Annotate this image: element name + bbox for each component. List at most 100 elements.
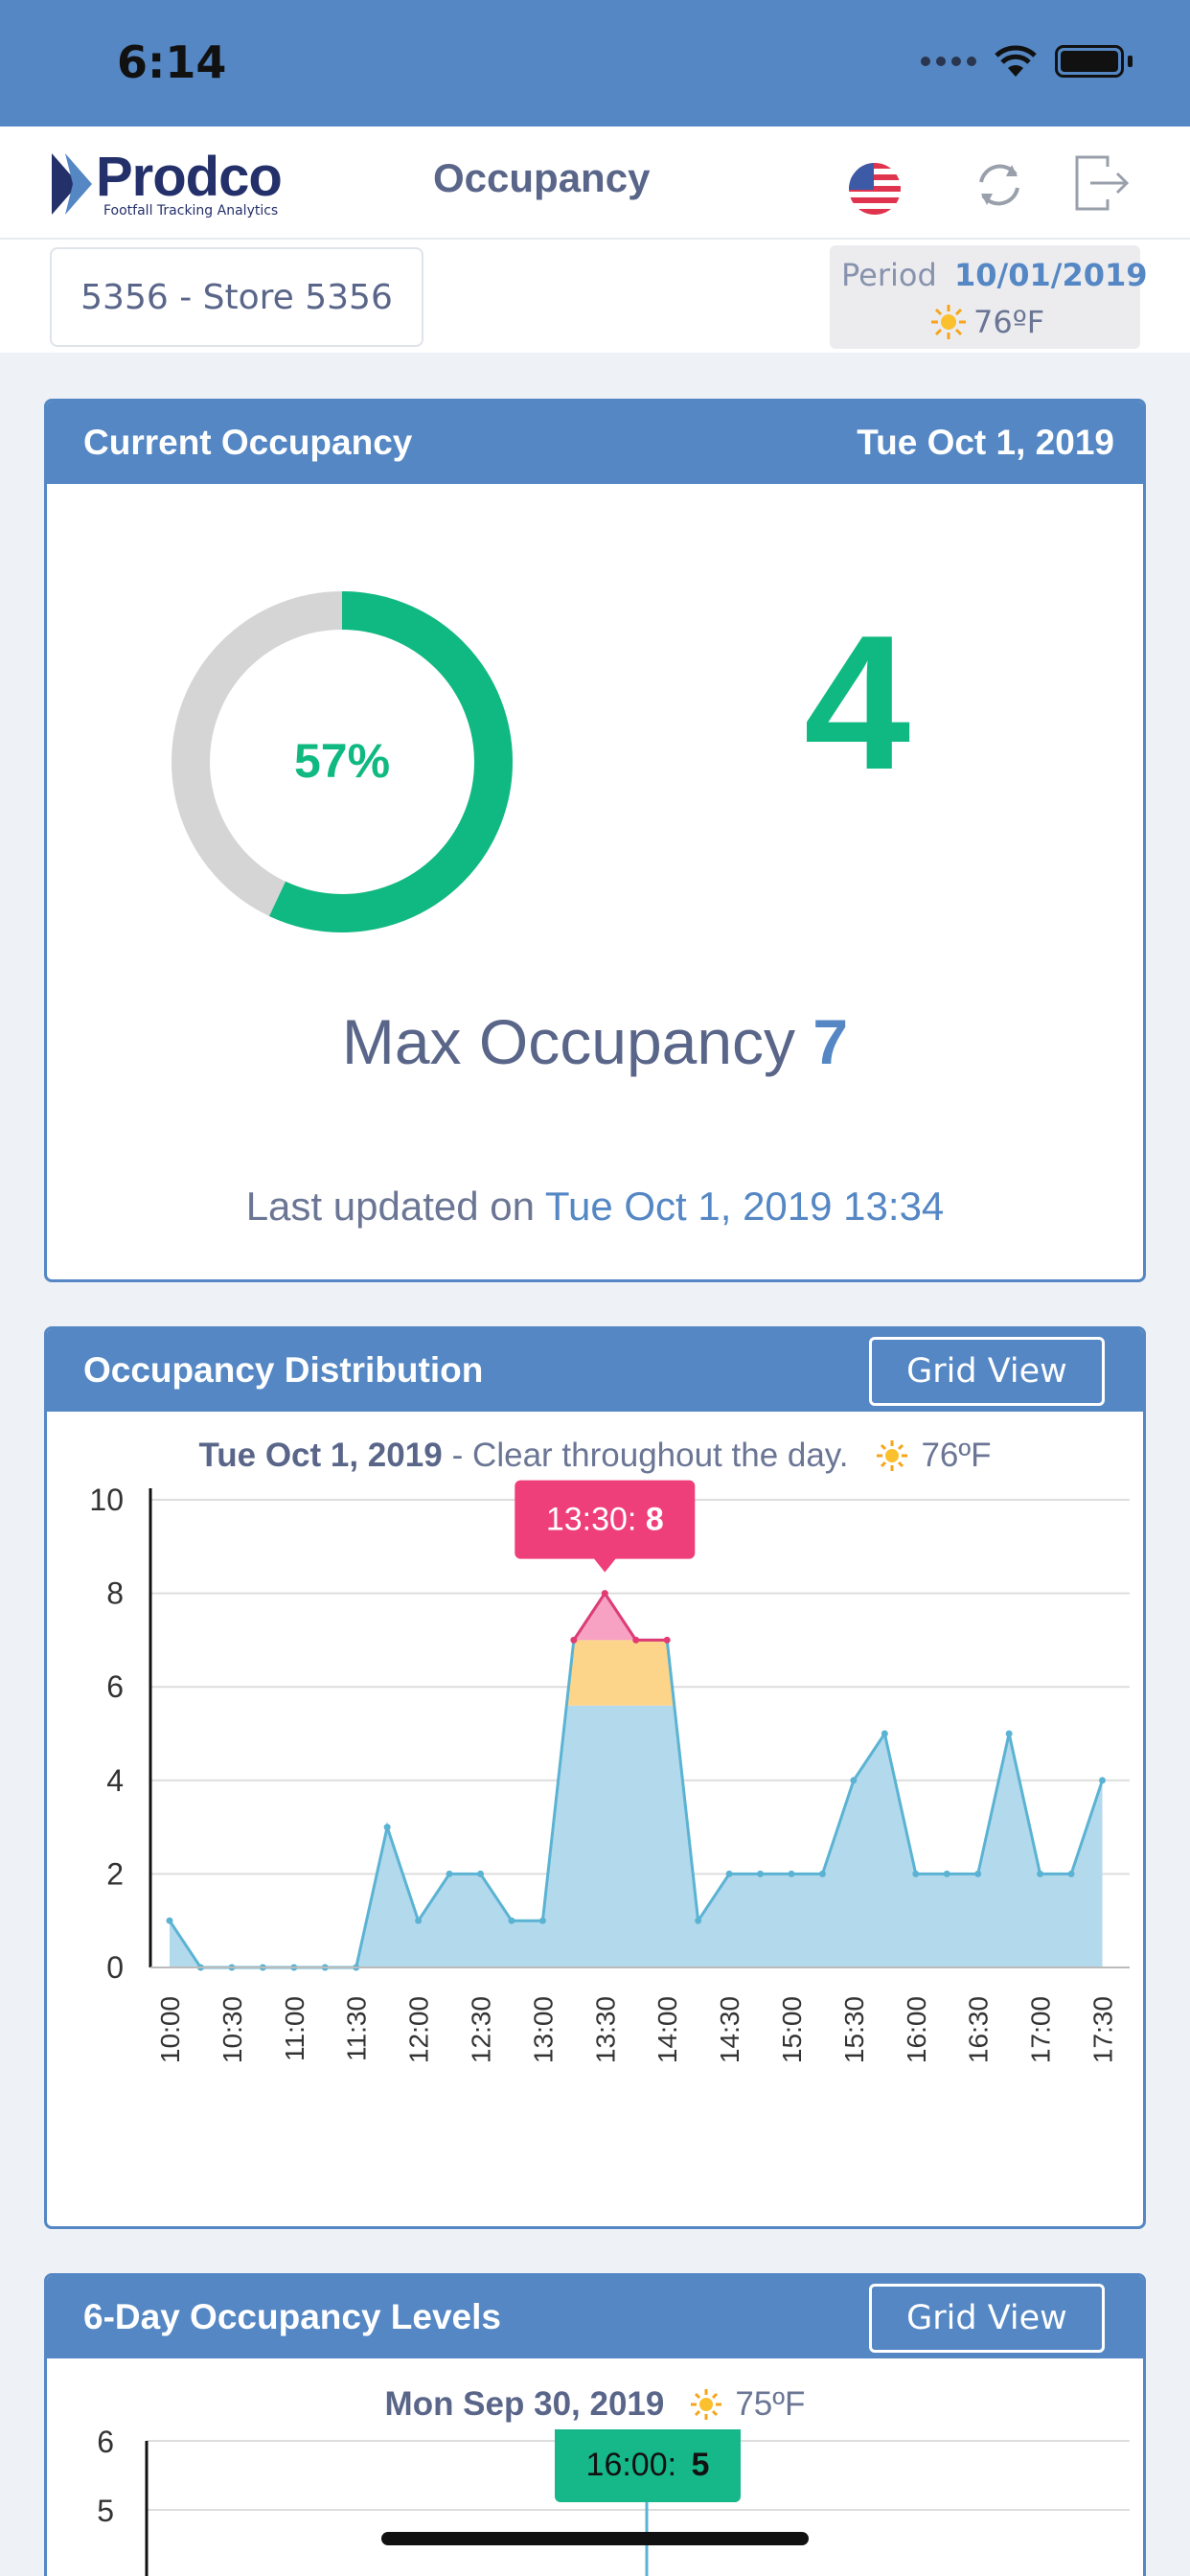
x-tick-label: 17:00 [1026,1996,1056,2063]
y-tick-label: 10 [89,1483,124,1517]
logo-mark-icon [52,153,92,215]
subheader: 5356 - Store 5356 Period 10/01/2019 76ºF [0,240,1190,353]
period-selector[interactable]: Period 10/01/2019 76ºF [830,245,1148,349]
status-time: 6:14 [117,36,227,88]
card-title: Occupancy Distribution [83,1350,484,1390]
svg-text:16:00: 5: 16:00: 5 [586,2447,710,2483]
chart-subtitle-date: Mon Sep 30, 2019 [384,2385,665,2423]
period-temperature: 76ºF [973,304,1045,340]
max-occupancy: Max Occupancy 7 [47,1005,1143,1078]
peak-segment [604,1592,637,1642]
data-point [695,1917,702,1924]
data-point [1099,1777,1106,1784]
y-tick-label: 5 [97,2494,114,2528]
chart-subtitle-date: Tue Oct 1, 2019 [198,1437,443,1474]
prodco-logo: Prodco Footfall Tracking Analytics [50,146,283,218]
card-date: Tue Oct 1, 2019 [857,423,1114,462]
data-point [818,1870,826,1877]
data-point [632,1636,640,1644]
data-point [508,1917,515,1924]
data-point [538,1917,546,1924]
page-title: Occupancy [433,155,651,200]
logo-text: Prodco [96,146,283,208]
x-tick-label: 15:30 [839,1996,869,2063]
x-tick-label: 17:30 [1088,1996,1118,2063]
area-bands [170,1593,1103,1967]
gauge-percent-label: 57% [294,734,390,788]
occupancy-distribution-card: Occupancy Distribution Grid View Tue Oct… [44,1326,1146,2229]
x-tick-label: 13:00 [528,1996,558,2063]
x-tick-label: 13:30 [590,1996,620,2063]
current-occupancy-count: 4 [804,596,911,810]
data-point [757,1870,765,1877]
card-header: 6-Day Occupancy Levels Grid View [47,2276,1143,2358]
data-point [788,1870,795,1877]
x-tick-label: 12:30 [467,1996,496,2063]
store-selector[interactable]: 5356 - Store 5356 [50,247,423,347]
data-point [383,1824,391,1831]
status-icons [921,44,1133,79]
y-tick-label: 6 [97,2429,114,2459]
data-point [663,1636,671,1644]
tooltip-value: 8 [636,1502,663,1538]
x-tick-label: 14:30 [715,1996,744,2063]
data-point [912,1870,920,1877]
tooltip-arrow [593,1557,617,1573]
cellular-signal-icon [921,57,976,66]
y-tick-label: 0 [106,1950,124,1985]
wifi-icon [995,45,1037,77]
language-flag-button[interactable] [849,163,901,215]
y-tick-label: 2 [106,1856,124,1891]
tooltip-text: 13:30: 8 [546,1502,664,1538]
sun-icon [877,1440,908,1471]
sun-icon [691,2389,722,2420]
tooltip-label: 16:00: [586,2447,677,2483]
chart-subtitle: Tue Oct 1, 2019 - Clear throughout the d… [47,1437,1143,1475]
gauge-fill [172,591,513,932]
data-point [1067,1870,1075,1877]
home-indicator [381,2532,809,2545]
data-point [1005,1730,1013,1737]
data-point [570,1636,578,1644]
data-point [601,1590,608,1598]
y-tick-label: 6 [106,1669,124,1704]
data-point [943,1870,950,1877]
data-point [881,1730,888,1737]
occupancy-distribution-chart: 0 2 4 6 8 10 10:00 10:30 11:00 11:30 12:00 12:30 13:… [89,1480,1130,2063]
grid-view-button[interactable]: Grid View [869,1337,1105,1406]
refresh-icon [979,164,1019,206]
tooltip-value: 5 [692,2447,710,2483]
battery-icon [1055,45,1124,78]
chart-subtitle-weather: - Clear throughout the day. [451,1437,849,1474]
us-flag-icon [849,163,901,215]
data-point [725,1870,733,1877]
six-day-occupancy-card: 6-Day Occupancy Levels Grid View Mon Sep… [44,2273,1146,2576]
data-point [1037,1870,1044,1877]
y-tick-label: 8 [106,1576,124,1611]
occupancy-gauge: 57% [172,591,513,932]
tooltip-label: 13:30: [546,1502,637,1538]
x-tick-label: 11:00 [280,1996,309,2061]
chart-subtitle: Mon Sep 30, 2019 75ºF [47,2385,1143,2424]
warning-band [170,1640,1103,1706]
last-updated-value: Tue Oct 1, 2019 13:34 [544,1184,945,1229]
peak-segment [572,1592,606,1642]
logout-icon [1075,155,1130,211]
max-occupancy-value: 7 [812,1006,849,1077]
chart-subtitle-temperature: 76ºF [921,1437,992,1474]
period-weather: 76ºF [929,303,1044,341]
data-point [166,1917,173,1924]
card-header: Current Occupancy Tue Oct 1, 2019 [47,402,1143,484]
current-occupancy-card: Current Occupancy Tue Oct 1, 2019 57% 4 … [44,399,1146,1282]
normal-band [170,1705,1103,1967]
refresh-button[interactable] [970,155,1029,215]
x-tick-label: 10:30 [217,1996,247,2063]
x-tick-label: 10:00 [155,1996,185,2063]
tooltip-box [515,1480,696,1559]
grid-view-button[interactable]: Grid View [869,2284,1105,2353]
logout-button[interactable] [1073,153,1133,213]
app-header: Prodco Footfall Tracking Analytics Occup… [0,126,1190,240]
x-tick-label: 16:00 [902,1996,931,2063]
x-tick-label: 15:00 [777,1996,807,2063]
data-point [446,1870,453,1877]
